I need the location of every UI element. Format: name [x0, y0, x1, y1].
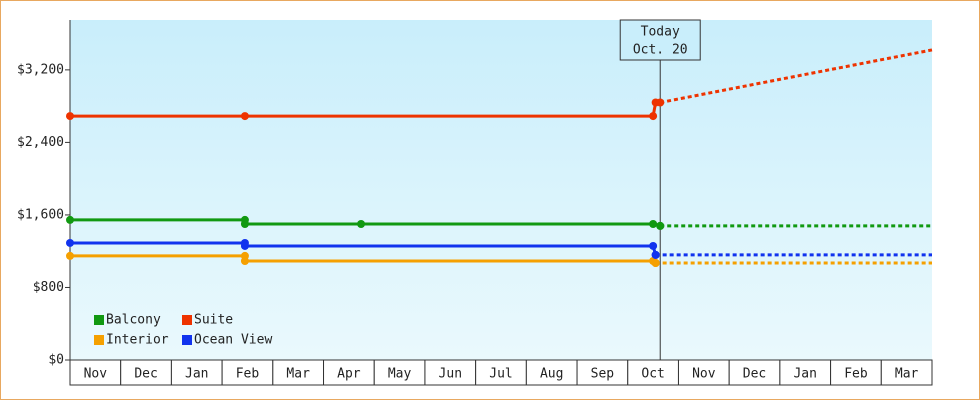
month-cell	[424, 359, 477, 386]
point	[240, 241, 249, 250]
x-tick-label: Mar	[895, 367, 919, 382]
x-tick-label: Mar	[286, 367, 310, 382]
x-tick-label: Jul	[489, 367, 512, 382]
point	[649, 220, 658, 228]
x-tick-label: Dec	[743, 367, 766, 382]
x-tick-label: May	[388, 367, 412, 382]
legend-label: Suite	[194, 313, 233, 328]
month-cell	[525, 359, 578, 386]
today-date: Oct. 20	[633, 43, 688, 58]
month-cell	[221, 359, 274, 386]
month-cell	[779, 359, 832, 386]
x-tick-label: Jun	[439, 367, 462, 382]
month-cell	[120, 359, 172, 386]
month-cell	[677, 359, 730, 386]
point	[240, 256, 249, 265]
x-tick-label: Oct	[641, 367, 664, 382]
month-cell	[830, 359, 882, 386]
x-tick-label: Feb	[844, 367, 868, 382]
legend-label: Balcony	[106, 313, 161, 328]
x-tick-label: Apr	[337, 367, 361, 382]
today-label: Today	[641, 25, 680, 40]
month-cell	[880, 359, 933, 386]
point	[66, 251, 74, 260]
month-cell	[69, 359, 122, 386]
point	[651, 250, 660, 259]
x-tick-label: Nov	[84, 367, 108, 382]
month-cell	[170, 359, 223, 386]
legend-swatch	[182, 335, 192, 345]
x-tick-label: Jan	[185, 367, 208, 382]
legend-swatch	[94, 335, 104, 345]
point	[656, 98, 665, 107]
legend-label: Interior	[106, 333, 169, 348]
point	[66, 112, 74, 121]
point	[240, 112, 249, 121]
point	[357, 220, 366, 228]
point	[649, 241, 658, 250]
point	[240, 220, 249, 228]
legend-swatch	[94, 315, 104, 325]
point	[66, 215, 74, 224]
x-tick-label: Feb	[236, 367, 260, 382]
x-tick-label: Jan	[793, 367, 816, 382]
point	[66, 238, 74, 247]
point	[651, 258, 660, 267]
series-line	[70, 102, 658, 118]
y-tick-label: $800	[33, 280, 64, 295]
y-tick-label: $1,600	[17, 207, 64, 222]
today-box	[619, 19, 701, 61]
month-cell	[272, 359, 325, 386]
y-tick-label: $3,200	[17, 62, 64, 77]
x-tick-label: Dec	[134, 367, 157, 382]
legend-swatch	[182, 315, 192, 325]
point	[649, 112, 658, 121]
legend-label: Ocean View	[194, 333, 272, 348]
y-tick-label: $0	[48, 353, 64, 368]
month-cell	[627, 359, 679, 386]
x-tick-label: Sep	[591, 367, 615, 382]
plot-area	[70, 20, 932, 360]
point	[656, 221, 665, 230]
y-tick-label: $2,400	[17, 135, 64, 150]
x-tick-label: Nov	[692, 367, 716, 382]
x-tick-label: Aug	[540, 367, 563, 382]
